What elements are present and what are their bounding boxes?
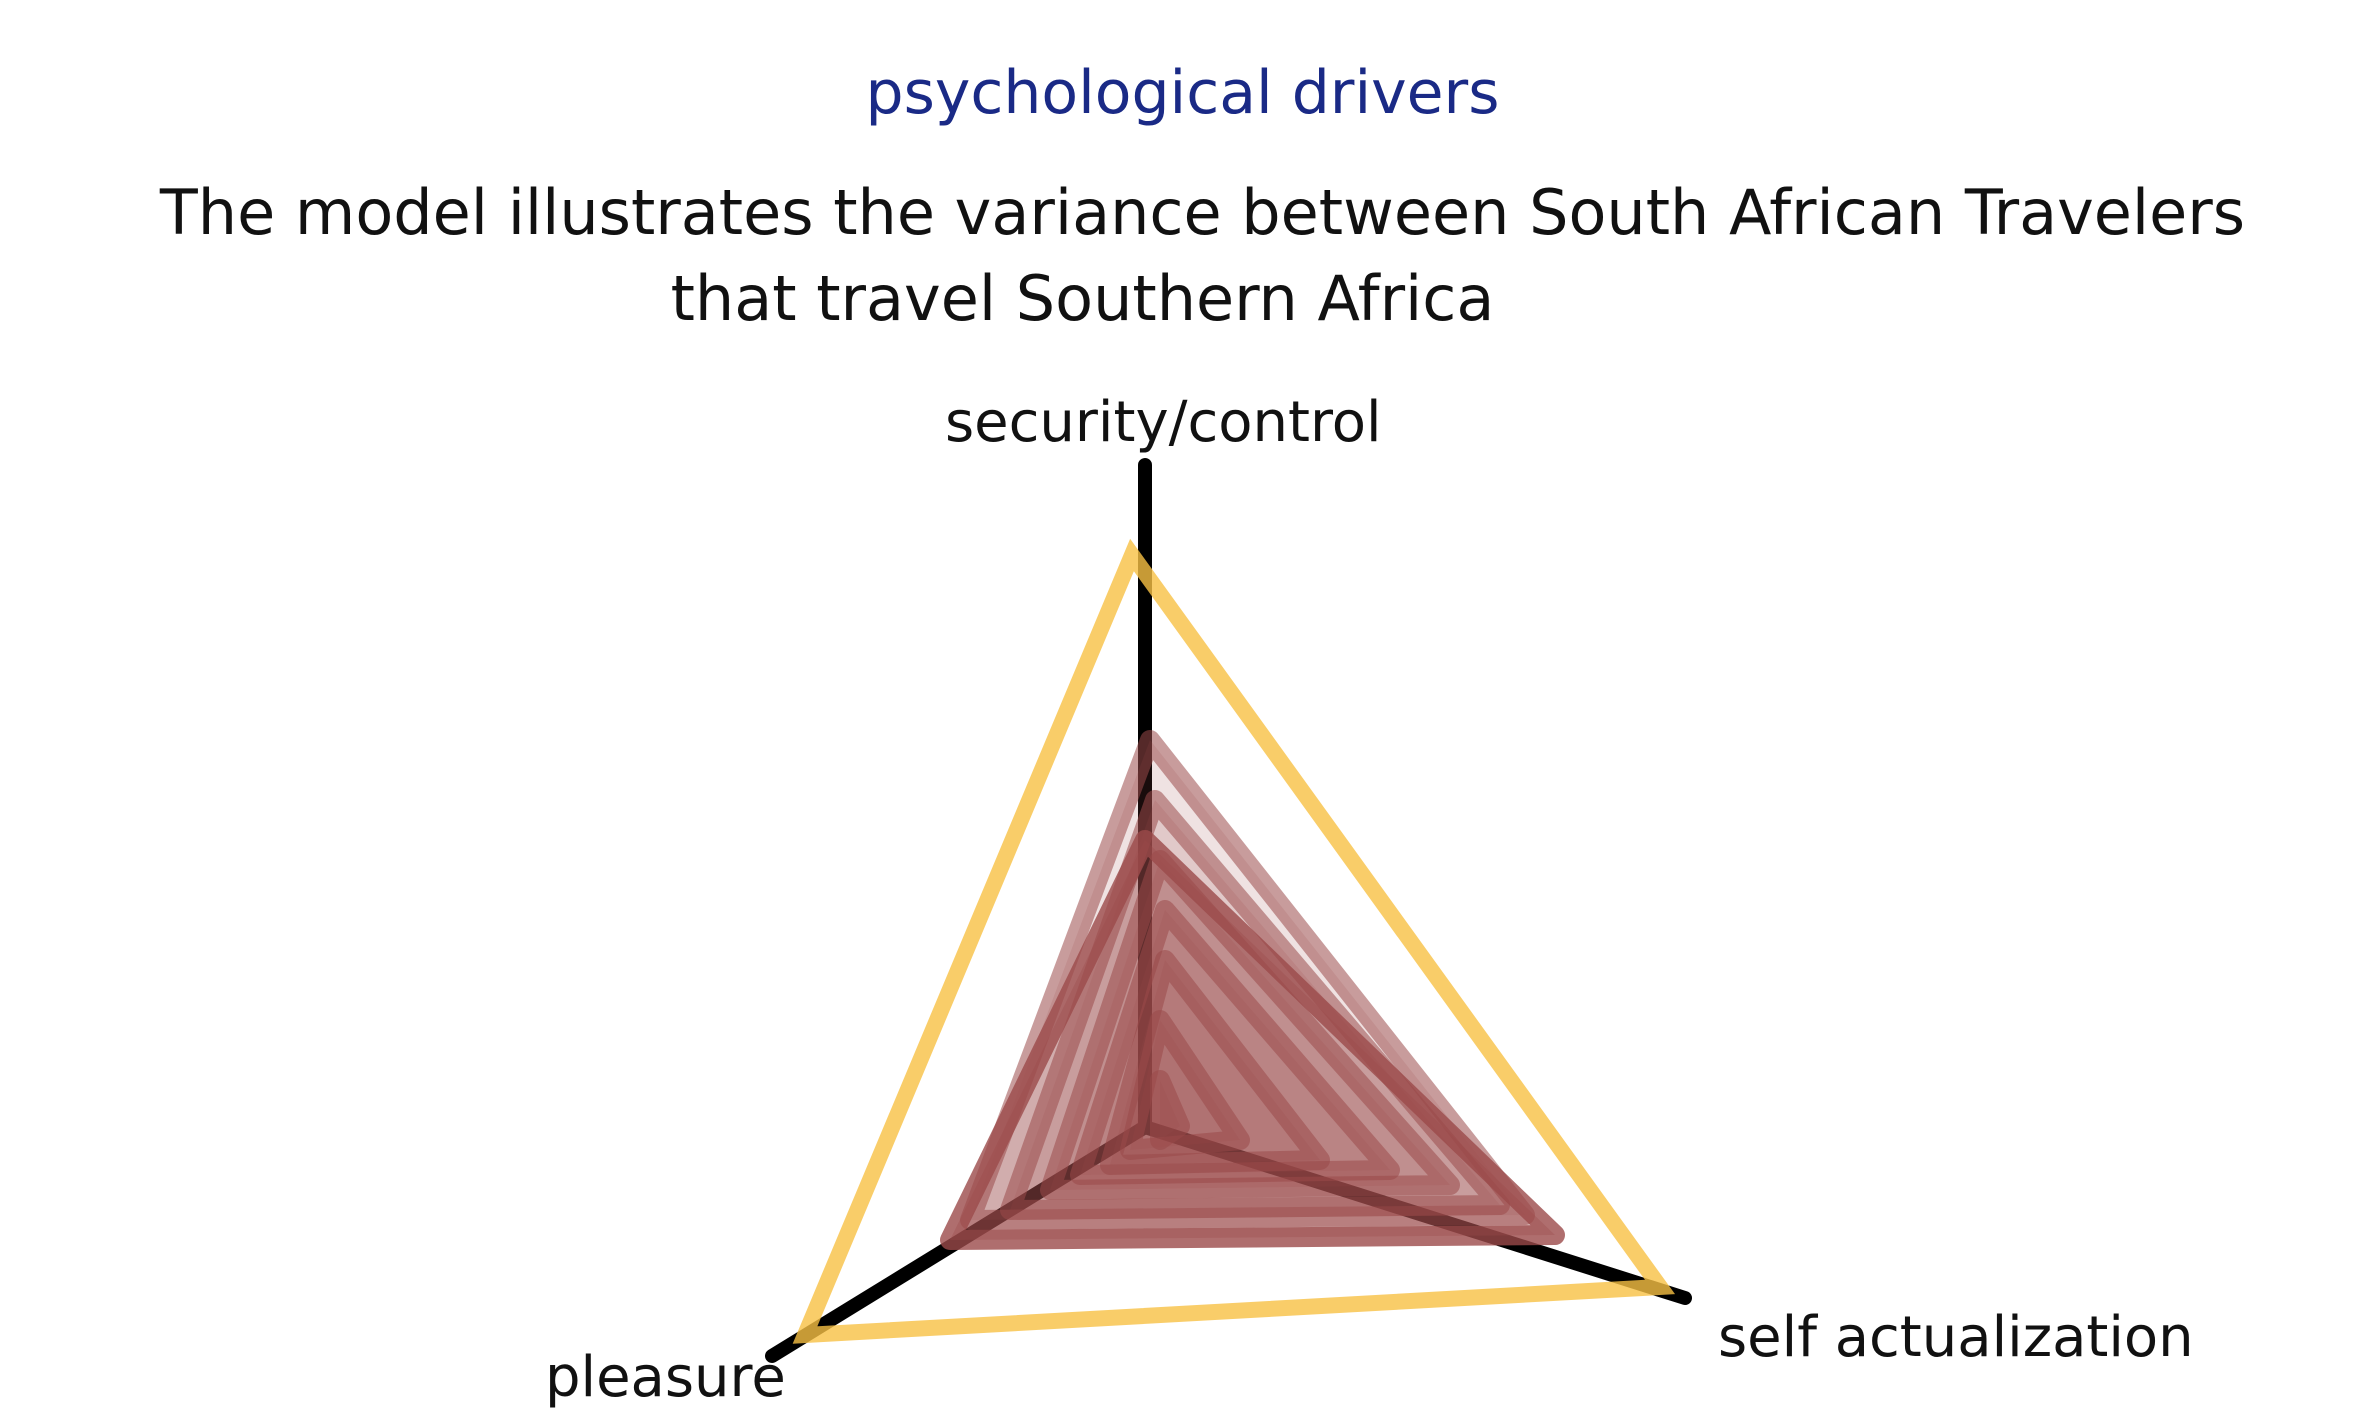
inner-layer-2 xyxy=(1120,1010,1250,1160)
chart-subtitle: The model illustrates the variance betwe… xyxy=(0,170,2365,342)
inner-layer-1 xyxy=(1150,1070,1190,1150)
subtitle-line-2: that travel Southern Africa xyxy=(670,262,1495,335)
inner-layer-4 xyxy=(1070,900,1400,1185)
chart-title: psychological drivers xyxy=(865,58,1500,128)
outer-series-outline xyxy=(792,538,1676,1344)
axis-label-self-actualization: self actualization xyxy=(1718,1305,2194,1370)
inner-series-layers xyxy=(960,730,1535,1230)
inner-layer-5 xyxy=(1040,850,1460,1200)
axis-label-security-control: security/control xyxy=(945,390,1382,455)
inner-layer-7 xyxy=(960,730,1535,1230)
inner-layer-3 xyxy=(1100,950,1330,1175)
axis-label-pleasure: pleasure xyxy=(545,1345,786,1410)
subtitle-line-1: The model illustrates the variance betwe… xyxy=(159,176,2246,249)
inner-series-outline xyxy=(940,830,1565,1250)
